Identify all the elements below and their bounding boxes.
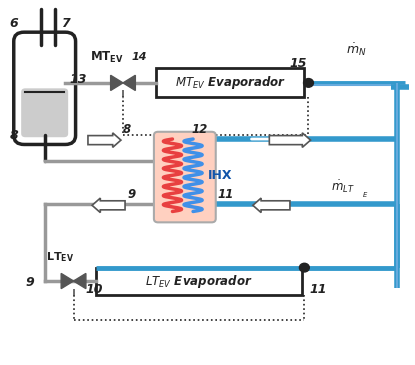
Text: 11: 11 [218, 188, 234, 201]
Text: 9: 9 [127, 188, 135, 201]
Text: 6: 6 [10, 17, 18, 30]
FancyArrow shape [92, 198, 125, 212]
Polygon shape [61, 273, 73, 289]
FancyArrow shape [88, 133, 121, 147]
FancyArrow shape [269, 133, 310, 147]
FancyBboxPatch shape [96, 268, 302, 295]
Text: $\dot{m}_N$: $\dot{m}_N$ [346, 41, 366, 58]
Polygon shape [111, 75, 123, 91]
Text: $LT_{EV}$ Evaporador: $LT_{EV}$ Evaporador [145, 273, 253, 289]
Text: 11: 11 [310, 283, 327, 296]
Text: $\dot{m}_{LT}$: $\dot{m}_{LT}$ [331, 178, 355, 195]
FancyBboxPatch shape [14, 32, 76, 145]
Text: 13: 13 [69, 73, 87, 86]
Text: 12: 12 [191, 123, 207, 135]
Circle shape [303, 78, 313, 87]
Polygon shape [123, 75, 135, 91]
Text: 15: 15 [289, 57, 307, 70]
FancyBboxPatch shape [156, 68, 304, 97]
FancyArrow shape [253, 198, 290, 212]
Text: $_E$: $_E$ [362, 190, 369, 200]
Text: IHX: IHX [208, 169, 232, 182]
Text: 8: 8 [123, 123, 131, 135]
Text: 10: 10 [86, 283, 103, 296]
Text: 8: 8 [10, 129, 18, 142]
Text: $\mathbf{MT_{EV}}$: $\mathbf{MT_{EV}}$ [90, 50, 123, 65]
Polygon shape [73, 273, 86, 289]
Text: $\mathbf{LT_{EV}}$: $\mathbf{LT_{EV}}$ [46, 250, 74, 264]
Text: 7: 7 [61, 17, 70, 30]
Text: $MT_{EV}$ Evaporador: $MT_{EV}$ Evaporador [175, 74, 286, 91]
Text: 14: 14 [131, 52, 147, 62]
Text: 9: 9 [25, 276, 34, 289]
FancyBboxPatch shape [21, 88, 68, 137]
FancyBboxPatch shape [154, 132, 216, 222]
Circle shape [300, 263, 309, 272]
